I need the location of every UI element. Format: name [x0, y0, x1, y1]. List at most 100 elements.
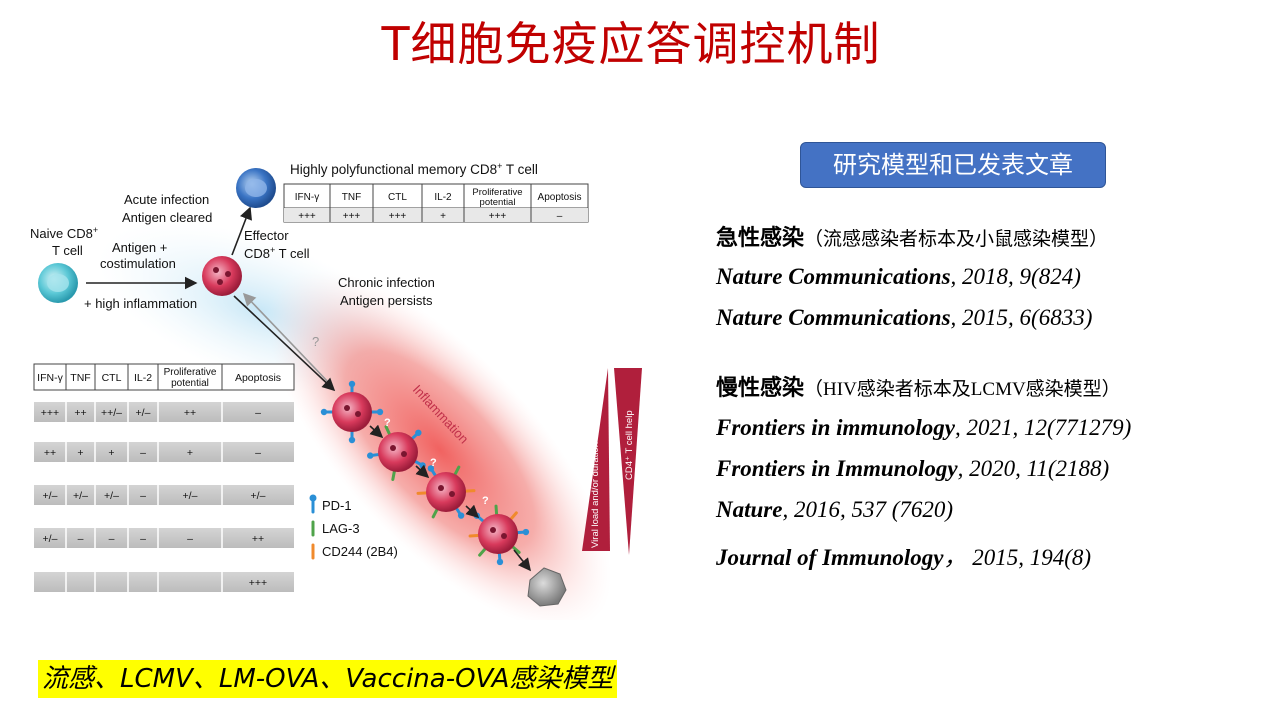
memory-cell-nucleus — [245, 179, 267, 197]
top-table-header: IL-2 — [434, 192, 452, 203]
high-inflammation-label: + high inflammation — [84, 296, 197, 311]
left-table-header: Proliferative — [164, 367, 217, 378]
left-table-header: IFN-γ — [37, 372, 63, 384]
pd1-receptor-head — [415, 429, 422, 436]
top-table-header: Apoptosis — [538, 192, 582, 203]
left-table-cell: ++ — [252, 533, 264, 545]
left-table-cell: +/– — [136, 407, 151, 419]
apoptotic-cell — [527, 567, 567, 607]
exhausted-cd8-t-cell — [426, 472, 466, 512]
effector-label: Effector — [244, 228, 289, 243]
left-table-cell: – — [255, 407, 261, 419]
pd1-receptor-head — [376, 408, 384, 416]
progression-arrow — [369, 424, 384, 439]
cell-granule — [501, 533, 507, 539]
chronic-infection-label: Chronic infection — [338, 275, 435, 290]
left-table-cell: ++/– — [101, 407, 122, 419]
left-table-row — [34, 528, 294, 548]
chronic-ref-4: Journal of Immunology， 2015, 194(8) — [716, 545, 1092, 570]
left-table-header: Apoptosis — [235, 372, 281, 384]
t-cell-exhaustion-diagram: Inflammation Naive CD8+ T cell Antigen +… — [30, 161, 642, 620]
legend-swatch-head — [309, 494, 317, 502]
cell-granule — [438, 485, 444, 491]
left-table-cell: +++ — [41, 407, 59, 419]
left-table-cell: – — [140, 533, 146, 545]
receptor-legend: PD-1 LAG-3 CD244 (2B4) — [309, 494, 398, 560]
effector-granule — [213, 267, 219, 273]
exhaustion-arrow — [233, 295, 336, 392]
receptor — [494, 504, 499, 517]
antigen-cleared-label: Antigen cleared — [122, 210, 212, 225]
naive-label: Naive CD8+ — [30, 225, 98, 241]
pd1-receptor-head — [522, 528, 530, 536]
exhausted-cells: ??? — [320, 380, 567, 607]
left-table-cell: – — [109, 533, 115, 545]
left-table-cell: +/– — [251, 490, 266, 502]
left-table-cell: + — [77, 447, 83, 459]
research-models-button: 研究模型和已发表文章 — [800, 142, 1106, 188]
top-table-header-line2: potential — [480, 197, 516, 208]
acute-ref-1: Nature Communications, 2018, 9(824) — [716, 264, 1081, 289]
cd4-help-triangle — [614, 368, 642, 555]
exhausted-cd8-t-cell — [378, 432, 418, 472]
infection-models-caption: 流感、LCMV、LM-OVA、Vaccina-OVA感染模型 — [38, 660, 618, 698]
left-table-cell: +/– — [43, 490, 58, 502]
receptor — [468, 533, 481, 538]
question-mark: ? — [384, 417, 391, 429]
left-table-cell: – — [140, 447, 146, 459]
question-mark: ? — [430, 457, 437, 469]
left-table-cell: – — [78, 533, 84, 545]
left-table-cell: +/– — [104, 490, 119, 502]
pd1-receptor-head — [427, 465, 435, 472]
legend-label: PD-1 — [322, 498, 352, 513]
left-table-cell: ++ — [184, 407, 196, 419]
top-table-header: Proliferative — [472, 187, 522, 198]
viral-load-label: Viral load and/or duration — [590, 442, 601, 548]
receptor — [453, 465, 461, 477]
legend-label: LAG-3 — [322, 521, 360, 536]
top-table-header: TNF — [342, 192, 361, 203]
cell-granule — [344, 405, 350, 411]
top-table-value: +++ — [343, 211, 361, 222]
inflammation-band — [268, 269, 612, 620]
top-table-value: +++ — [489, 211, 507, 222]
top-table-value: +++ — [298, 211, 316, 222]
left-table-header: CTL — [102, 372, 122, 384]
progression-arrow — [513, 549, 531, 572]
reversion-arrow — [242, 292, 331, 385]
effector-granule — [217, 279, 223, 285]
pd1-receptor-head — [496, 558, 504, 566]
left-table-cell: – — [255, 447, 261, 459]
naive-cell-nucleus — [47, 274, 69, 292]
memory-function-table: IFN-γ +++ TNF +++ CTL +++ IL-2 + Proliferativepo… — [283, 183, 589, 223]
reversion-question-mark: ? — [312, 334, 319, 349]
receptor — [384, 425, 392, 437]
cell-granule — [449, 491, 455, 497]
legend-label: CD244 (2B4) — [322, 544, 398, 559]
acute-infection-label: Acute infection — [124, 192, 209, 207]
acute-ref-2: Nature Communications, 2015, 6(6833) — [716, 305, 1093, 330]
left-table-row — [34, 442, 294, 462]
top-table-value: +++ — [389, 211, 407, 222]
cell-granule — [490, 527, 496, 533]
left-table-header: IL-2 — [134, 372, 152, 384]
pd1-receptor-head — [348, 436, 356, 444]
left-table-header: TNF — [70, 372, 90, 384]
antigen-persists-label: Antigen persists — [340, 293, 433, 308]
left-table-header-line2: potential — [171, 378, 209, 389]
left-table-cell: – — [187, 533, 193, 545]
left-table-cell: ++ — [44, 447, 56, 459]
chronic-ref-1: Frontiers in immunology, 2021, 12(771279… — [716, 415, 1132, 440]
receptor — [431, 507, 439, 519]
effector-granule — [225, 271, 231, 277]
naive-label-line2: T cell — [52, 243, 83, 258]
receptor — [510, 544, 521, 554]
question-mark: ? — [482, 495, 489, 507]
pd1-receptor-head — [367, 452, 374, 459]
left-table-cell: + — [108, 447, 114, 459]
left-table-cell: + — [187, 447, 193, 459]
receptor — [391, 469, 396, 482]
effector-label-line2: CD8+ T cell — [244, 245, 310, 261]
chronic-heading: 慢性感染（HIV感染者标本及LCMV感染模型） — [716, 376, 1121, 401]
